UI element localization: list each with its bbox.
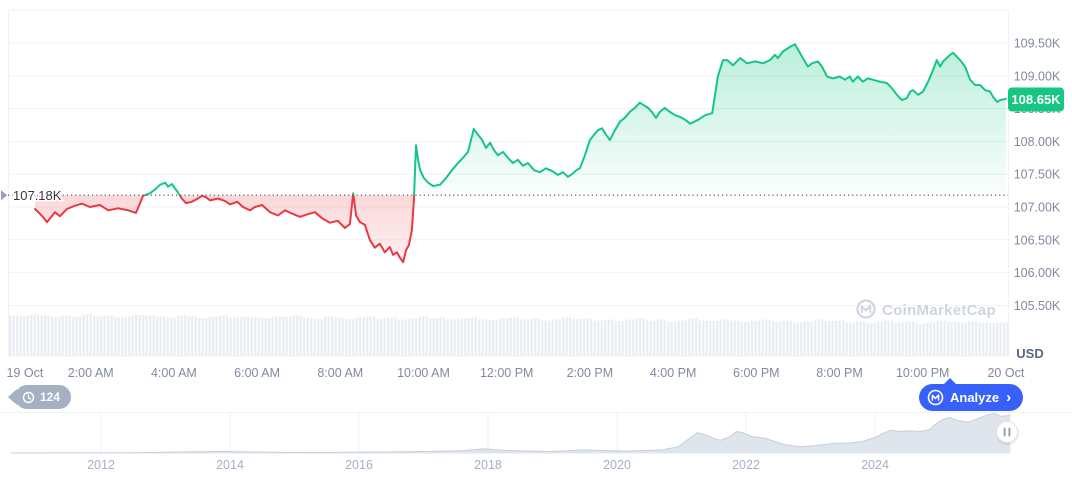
x-tick-label: 20 Oct [987, 366, 1024, 380]
brush-history-line [10, 412, 1011, 454]
year-tick-label: 2014 [216, 458, 244, 472]
volume-bars [9, 314, 1009, 356]
x-tick-label: 10:00 PM [896, 366, 950, 380]
coinmarketcap-logo-icon [856, 299, 876, 319]
current-price-label: 108.65K [1011, 92, 1061, 107]
x-tick-label: 19 Oct [7, 366, 44, 380]
y-tick-label: 106.50K [1014, 233, 1061, 247]
coinmarketcap-logo-m [860, 304, 872, 314]
year-tick-label: 2012 [87, 458, 115, 472]
x-tick-label: 2:00 AM [68, 366, 114, 380]
area-fill-down [35, 195, 1006, 263]
x-tick-label: 2:00 PM [567, 366, 614, 380]
x-tick-label: 10:00 AM [397, 366, 450, 380]
x-tick-label: 6:00 PM [733, 366, 780, 380]
brush-handle[interactable] [996, 421, 1019, 446]
year-tick-label: 2024 [861, 458, 889, 472]
price-line-up [142, 43, 1007, 196]
baseline-price-label: 107.18K [13, 188, 62, 203]
y-tick-label: 109.00K [1014, 69, 1061, 83]
x-tick-label: 8:00 AM [317, 366, 363, 380]
x-tick-label: 6:00 AM [234, 366, 280, 380]
price-series [34, 43, 1007, 264]
x-tick-label: 8:00 PM [816, 366, 863, 380]
x-tick-label: 12:00 PM [480, 366, 534, 380]
brush-history-area [10, 413, 1011, 454]
coinmarketcap-watermark: CoinMarketCap [856, 299, 996, 319]
clock-history-icon [22, 391, 35, 403]
history-count-badge[interactable]: 124 [15, 385, 72, 409]
area-fill-up [144, 44, 1006, 196]
history-brush[interactable]: 2012 2014 2016 2018 2020 2022 2024 [0, 412, 1072, 473]
baseline-group: 107.18K [1, 187, 1008, 205]
coinmarketcap-logo-icon [927, 389, 944, 406]
x-tick-label: 4:00 PM [650, 366, 697, 380]
current-price-badge: 108.65K [1008, 87, 1064, 112]
current-price-badge-bg [1008, 87, 1064, 112]
price-line-down [34, 195, 416, 264]
history-count-label: 124 [40, 390, 61, 404]
baseline-left-marker-icon [1, 190, 8, 201]
y-tick-label: 105.50K [1014, 299, 1061, 313]
year-tick-label: 2018 [474, 458, 502, 472]
y-tick-label: 107.50K [1014, 168, 1061, 182]
y-tick-label: 108.00K [1014, 135, 1061, 149]
handle-grip-icon [1003, 427, 1006, 437]
analyze-button-label: Analyze [950, 390, 1000, 405]
year-tick-label: 2022 [732, 458, 760, 472]
year-tick-label: 2020 [603, 458, 631, 472]
y-tick-label: 109.50K [1014, 37, 1061, 51]
watermark-text: CoinMarketCap [882, 302, 996, 319]
handle-grip-icon [1008, 427, 1011, 437]
analyze-button[interactable]: Analyze › [919, 378, 1024, 411]
x-tick-label: 4:00 AM [151, 366, 197, 380]
y-tick-label: 106.00K [1014, 266, 1061, 280]
y-tick-label: 107.00K [1014, 201, 1061, 215]
y-axis: 109.50K109.00K108.50K108.00K107.50K107.0… [1014, 37, 1061, 313]
chevron-right-icon: › [1006, 389, 1012, 406]
year-tick-label: 2016 [345, 458, 373, 472]
axis-unit-label: USD [1016, 346, 1043, 361]
x-axis: 19 Oct 2:00 AM 4:00 AM 6:00 AM 8:00 AM 10:00 … [7, 366, 1025, 380]
